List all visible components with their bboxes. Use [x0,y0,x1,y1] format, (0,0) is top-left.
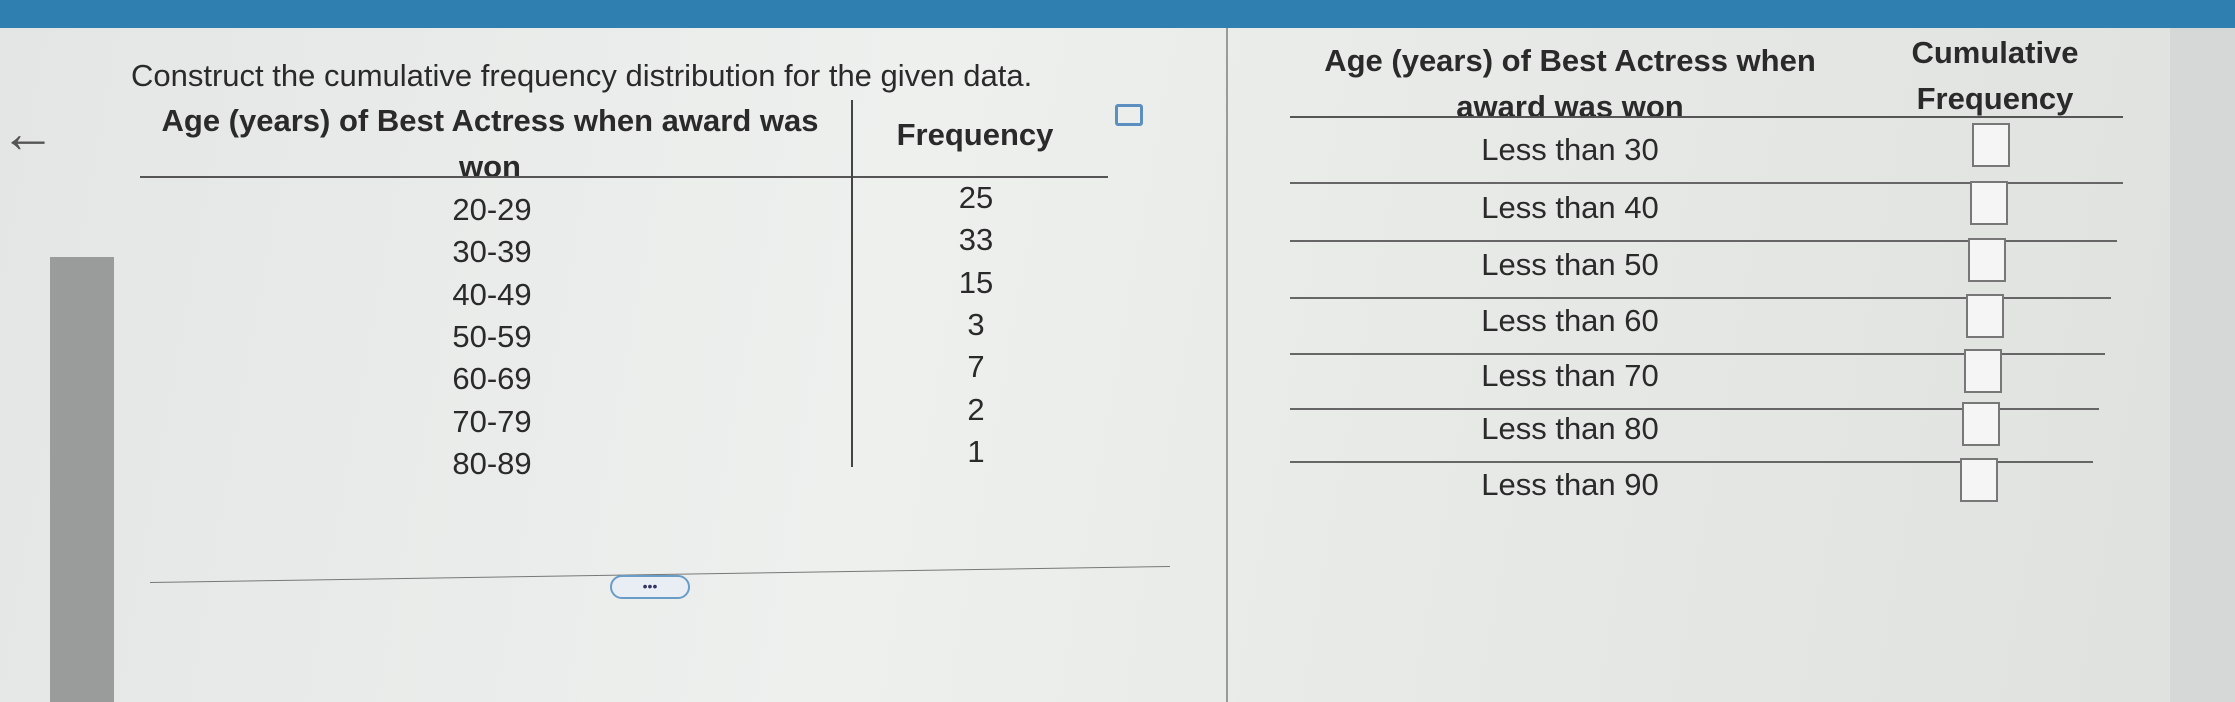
class-limit: Less than 30 [1481,132,1659,167]
row-rule [1290,461,2093,463]
class-limit: Less than 70 [1481,358,1659,393]
scrollbar[interactable] [50,257,114,702]
row-rule [1290,353,2105,355]
left-column-divider [851,100,853,467]
left-header-frequency: Frequency [896,117,1054,152]
left-header-rule [140,176,1108,178]
class-limit: Less than 40 [1481,190,1659,225]
class-limit: Less than 80 [1481,411,1659,446]
cumulative-input[interactable] [1968,238,2006,282]
right-edge [2170,28,2235,702]
class-limit: Less than 60 [1481,303,1659,338]
copy-icon[interactable] [1115,104,1143,126]
cumulative-input[interactable] [1966,294,2004,338]
frequency: 33 [958,222,994,258]
frequency: 1 [967,433,985,469]
row-rule [1290,240,2117,242]
class-limit: Less than 90 [1481,467,1659,502]
right-header-cumulative: Cumulative Frequency [1911,35,2079,116]
frequency: 15 [958,264,994,300]
left-header-age: Age (years) of Best Actress when award w… [161,103,819,184]
age-class: 40-49 [452,276,532,312]
age-class: 60-69 [452,361,532,397]
expand-button[interactable]: ••• [610,575,690,599]
back-arrow[interactable]: ← [0,101,56,164]
row-rule [1290,182,2123,184]
age-class: 80-89 [452,445,532,481]
cumulative-input[interactable] [1960,458,1998,502]
class-limit: Less than 50 [1481,247,1659,282]
right-header-rule [1290,116,2123,118]
top-bar [0,0,2235,28]
panel-divider [1226,28,1228,702]
frequency: 3 [967,306,985,342]
age-class: 70-79 [452,403,532,439]
frequency: 2 [967,391,985,427]
cumulative-input[interactable] [1972,123,2010,167]
frequency: 7 [967,349,985,385]
frequency: 25 [958,180,994,215]
right-header-age: Age (years) of Best Actress when award w… [1324,43,1816,124]
age-class: 30-39 [452,234,532,270]
cumulative-input[interactable] [1970,181,2008,225]
prompt: Construct the cumulative frequency distr… [131,58,1033,93]
cumulative-input[interactable] [1964,349,2002,393]
row-rule [1290,408,2099,410]
age-class: 50-59 [452,318,532,354]
cumulative-input[interactable] [1962,402,2000,446]
row-rule [1290,297,2111,299]
age-class: 20-29 [452,192,532,227]
